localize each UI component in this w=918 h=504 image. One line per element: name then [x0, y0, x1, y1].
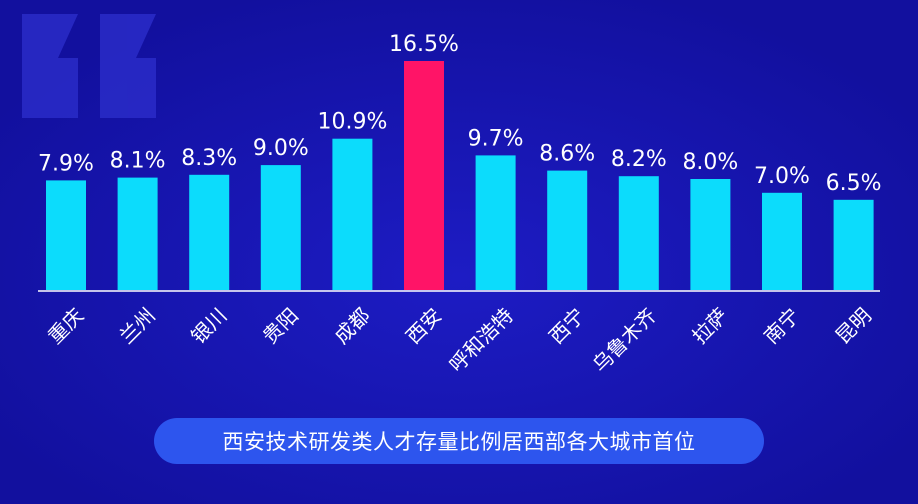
- value-label-5: 16.5%: [389, 32, 459, 57]
- value-label-8: 8.2%: [611, 147, 667, 172]
- bar-6: [475, 155, 516, 290]
- category-label-3: 贵阳: [258, 303, 303, 348]
- quote-mark-icon: [22, 14, 156, 118]
- bar-9: [690, 179, 731, 290]
- bar-11: [833, 199, 874, 290]
- bar-3: [260, 165, 301, 290]
- value-label-3: 9.0%: [253, 136, 309, 161]
- value-label-9: 8.0%: [682, 150, 738, 175]
- bar-2: [189, 174, 230, 290]
- bar-8: [618, 176, 659, 290]
- value-label-2: 8.3%: [181, 146, 237, 171]
- value-label-1: 8.1%: [110, 149, 166, 174]
- chart-caption: 西安技术研发类人才存量比例居西部各大城市首位: [222, 430, 696, 454]
- bar-7: [547, 170, 588, 290]
- category-label-11: 昆明: [831, 303, 876, 348]
- bar-5: [404, 61, 444, 290]
- category-label-9: 拉萨: [687, 303, 732, 348]
- category-label-8: 乌鲁木齐: [588, 303, 662, 377]
- category-label-0: 重庆: [43, 303, 88, 348]
- value-label-6: 9.7%: [468, 126, 524, 151]
- category-label-6: 呼和浩特: [444, 303, 518, 377]
- category-label-5: 西安: [401, 303, 446, 348]
- value-label-11: 6.5%: [826, 171, 882, 196]
- category-label-7: 西宁: [544, 303, 589, 348]
- category-label-4: 成都: [329, 303, 374, 348]
- value-label-10: 7.0%: [754, 164, 810, 189]
- bar-1: [117, 177, 158, 290]
- category-label-2: 银川: [186, 303, 231, 348]
- bar-10: [762, 192, 802, 290]
- category-label-10: 南宁: [759, 303, 804, 348]
- value-label-4: 10.9%: [317, 110, 387, 135]
- category-label-1: 兰州: [115, 303, 160, 348]
- value-label-0: 7.9%: [38, 151, 94, 176]
- value-label-7: 8.6%: [539, 142, 595, 167]
- caption-pill: 西安技术研发类人才存量比例居西部各大城市首位: [154, 418, 764, 464]
- bar-4: [332, 138, 373, 290]
- bar-0: [46, 180, 86, 290]
